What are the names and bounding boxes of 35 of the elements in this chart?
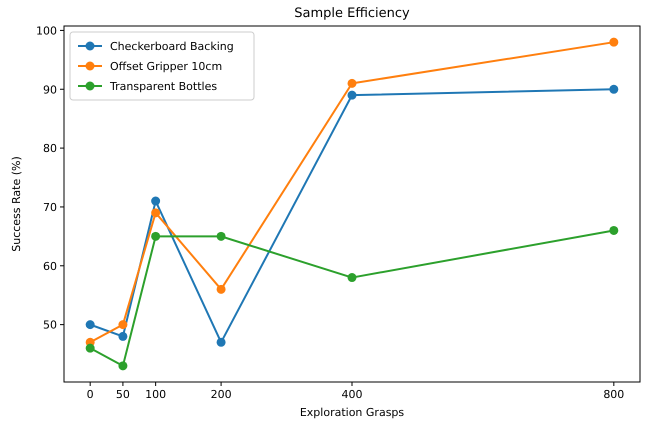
- y-axis-title: Success Rate (%): [10, 156, 23, 252]
- point: [118, 361, 128, 370]
- y-tick-label: 70: [43, 200, 57, 214]
- point: [348, 90, 356, 100]
- point: [609, 226, 618, 235]
- x-axis-title: Exploration Grasps: [300, 406, 404, 419]
- x-tick-label: 200: [210, 388, 232, 401]
- legend-label: Checkerboard Backing: [110, 40, 234, 53]
- point: [86, 344, 95, 353]
- point: [609, 38, 618, 47]
- point: [86, 320, 95, 330]
- point: [216, 338, 226, 347]
- point: [348, 78, 356, 88]
- y-tick-label: 90: [43, 83, 57, 96]
- point: [348, 273, 356, 282]
- y-tick-label: 100: [36, 24, 57, 38]
- point: [118, 320, 128, 330]
- x-tick-label: 100: [145, 388, 166, 401]
- x-tick-label: 50: [116, 388, 130, 401]
- y-tick-label: 60: [43, 260, 57, 273]
- point: [151, 232, 160, 241]
- x-tick-label: 400: [342, 388, 362, 401]
- legend-label: Transparent Bottles: [109, 80, 218, 93]
- chart-title: Sample Efficiency: [294, 6, 410, 21]
- point: [151, 208, 160, 218]
- x-tick-label: 0: [86, 388, 94, 401]
- point: [151, 196, 160, 206]
- y-tick-label: 50: [43, 318, 57, 332]
- point: [118, 332, 128, 341]
- legend-label: Offset Gripper 10cm: [110, 60, 222, 73]
- point: [609, 84, 618, 94]
- point: [216, 284, 226, 294]
- point: [216, 232, 226, 241]
- y-tick-label: 80: [43, 142, 57, 156]
- x-tick-label: 800: [603, 388, 624, 401]
